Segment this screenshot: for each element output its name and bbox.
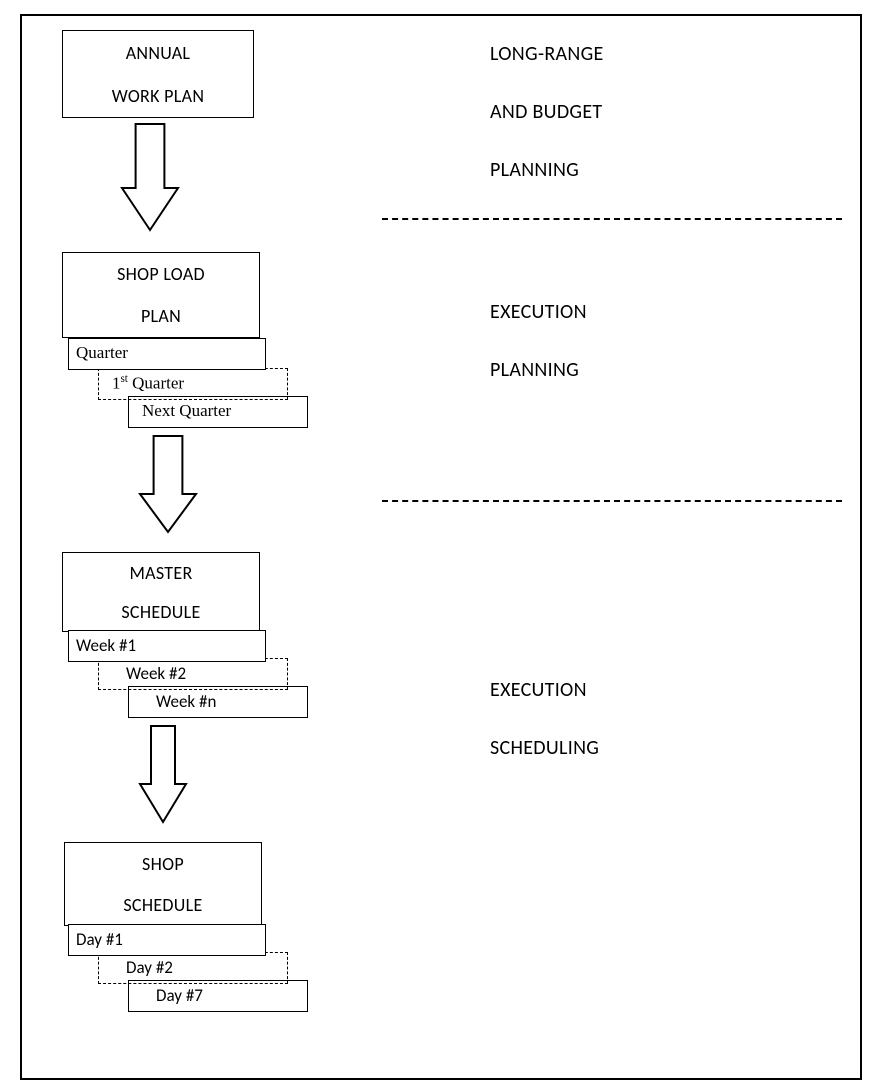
diagram-canvas: ANNUAL WORK PLAN SHOP LOAD PLAN MASTER S… xyxy=(0,0,880,1092)
box-line-2: SCHEDULE xyxy=(63,601,259,623)
section-label-long-range: LONG-RANGE AND BUDGET PLANNING xyxy=(490,42,604,182)
mini-label-week2: Week #2 xyxy=(126,663,186,684)
box-master-schedule: MASTER SCHEDULE xyxy=(62,552,260,632)
stack-shop-sch-back xyxy=(128,980,308,1012)
box-annual-work-plan: ANNUAL WORK PLAN xyxy=(62,30,254,118)
divider-2 xyxy=(382,500,842,502)
box-shop-schedule: SHOP SCHEDULE xyxy=(64,842,262,926)
mini-label-week1: Week #1 xyxy=(76,635,136,656)
mini-label-1st-quarter: 1st Quarter xyxy=(112,373,184,394)
mini-label-quarter: Quarter xyxy=(76,343,128,363)
down-arrow-icon-1 xyxy=(120,122,180,232)
mini-label-day1: Day #1 xyxy=(76,929,123,950)
box-line-2: SCHEDULE xyxy=(65,894,261,916)
section-label-line: SCHEDULING xyxy=(490,736,599,760)
box-line-2: WORK PLAN xyxy=(63,85,253,107)
box-line-1: ANNUAL xyxy=(63,42,253,64)
box-line-1: SHOP LOAD xyxy=(63,263,259,285)
section-label-line: PLANNING xyxy=(490,158,604,182)
section-label-execution-planning: EXECUTION PLANNING xyxy=(490,300,587,382)
mini-label-weekn: Week #n xyxy=(156,691,216,712)
box-shop-load-plan: SHOP LOAD PLAN xyxy=(62,252,260,338)
box-line-2: PLAN xyxy=(63,305,259,327)
down-arrow-icon-2 xyxy=(138,434,198,534)
box-line-1: SHOP xyxy=(65,853,261,875)
section-label-line: EXECUTION xyxy=(490,678,599,702)
section-label-line: EXECUTION xyxy=(490,300,587,324)
down-arrow-icon-3 xyxy=(138,724,188,824)
stack-master-back xyxy=(128,686,308,718)
mini-label-day7: Day #7 xyxy=(156,985,203,1006)
mini-label-day2: Day #2 xyxy=(126,957,173,978)
divider-1 xyxy=(382,218,842,220)
mini-label-next-quarter: Next Quarter xyxy=(142,401,231,421)
section-label-execution-scheduling: EXECUTION SCHEDULING xyxy=(490,678,599,760)
section-label-line: LONG-RANGE xyxy=(490,42,604,66)
box-line-1: MASTER xyxy=(63,562,259,584)
section-label-line: PLANNING xyxy=(490,358,587,382)
section-label-line: AND BUDGET xyxy=(490,100,604,124)
